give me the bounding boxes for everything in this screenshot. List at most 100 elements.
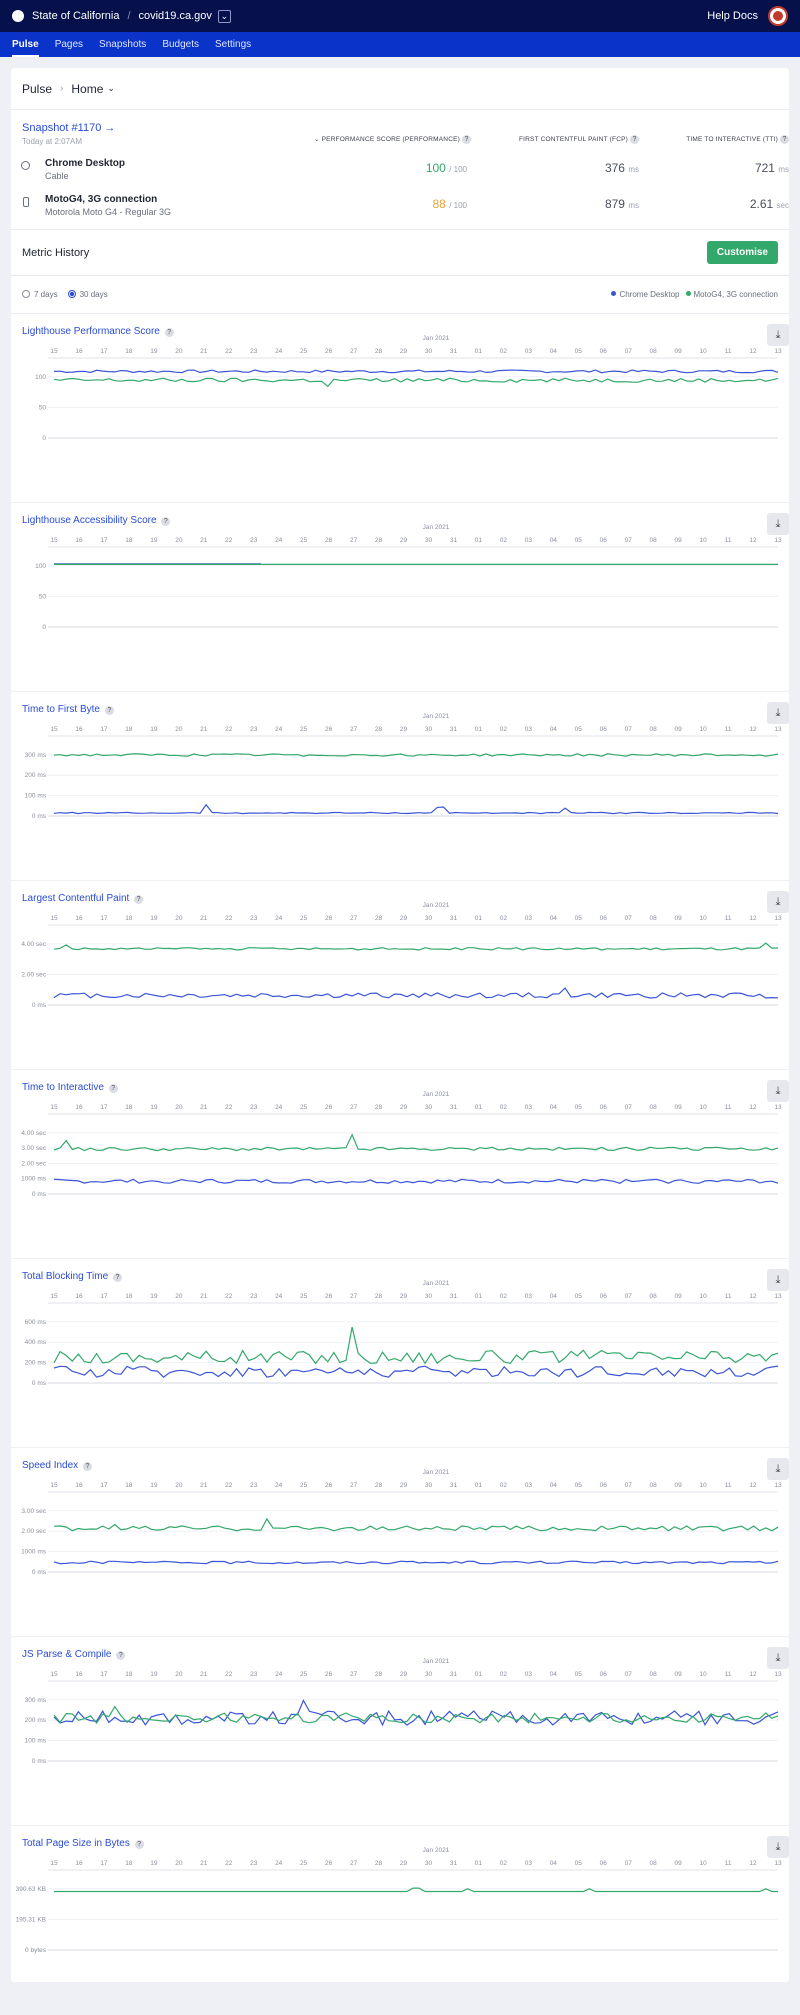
x-tick-label: 07	[625, 537, 633, 544]
help-icon[interactable]: ?	[462, 135, 471, 144]
x-tick-label: 30	[425, 1671, 433, 1678]
download-icon[interactable]: ⤓	[767, 1269, 789, 1291]
breadcrumb-current[interactable]: Home	[71, 81, 104, 96]
help-icon[interactable]: ?	[630, 135, 639, 144]
breadcrumb-root[interactable]: Pulse	[22, 81, 53, 96]
org-name[interactable]: State of California	[32, 10, 120, 22]
download-icon[interactable]: ⤓	[767, 1458, 789, 1480]
chart-title[interactable]: Lighthouse Accessibility Score ?	[22, 515, 171, 526]
y-tick-label: 0 ms	[32, 1191, 47, 1198]
metric-chart: Largest Contentful Paint ? ⤓ Jan 2021 15 16 1…	[11, 881, 789, 1070]
range-30-days[interactable]: 30 days	[67, 290, 108, 299]
x-tick-label: 24	[275, 726, 283, 733]
help-icon[interactable]: ?	[104, 706, 114, 715]
x-tick-label: 19	[150, 1671, 158, 1678]
chart-title[interactable]: Total Page Size in Bytes ?	[22, 1838, 144, 1849]
x-tick-label: 04	[550, 1104, 558, 1111]
chart-svg: Jan 2021 15 16 17 18 19 20 21 22 23 24 25 26 27 28 29 30…	[25, 1658, 782, 1765]
help-icon[interactable]: ?	[108, 1084, 118, 1093]
device-row-moto[interactable]: MotoG4, 3G connection Motorola Moto G4 -…	[11, 194, 789, 224]
x-tick-label: 03	[525, 726, 533, 733]
fcp-header[interactable]: FIRST CONTENTFUL PAINT (FCP)?	[519, 135, 639, 144]
performance-header[interactable]: ⌄ PERFORMANCE SCORE (PERFORMANCE)?	[314, 135, 471, 144]
download-icon[interactable]: ⤓	[767, 702, 789, 724]
y-tick-label: 1000 ms	[21, 1176, 47, 1183]
nav-settings[interactable]: Settings	[215, 39, 252, 50]
chart-title[interactable]: Largest Contentful Paint ?	[22, 893, 144, 904]
help-icon[interactable]: ?	[780, 135, 789, 144]
x-tick-label: 10	[699, 537, 707, 544]
x-tick-label: 06	[600, 348, 608, 355]
x-tick-label: 24	[275, 537, 283, 544]
snapshot-time: Today at 2:07AM	[22, 137, 83, 146]
download-icon[interactable]: ⤓	[767, 891, 789, 913]
nav-pulse[interactable]: Pulse	[12, 32, 39, 57]
breadcrumb-separator: /	[127, 10, 131, 22]
x-tick-label: 19	[150, 1293, 158, 1300]
help-icon[interactable]: ?	[164, 328, 174, 337]
avatar[interactable]	[768, 6, 788, 26]
x-tick-label: 21	[200, 726, 208, 733]
x-tick-label: 26	[325, 537, 333, 544]
x-tick-label: 16	[75, 1104, 83, 1111]
x-tick-label: 02	[500, 1860, 508, 1867]
x-tick-label: 11	[725, 1293, 732, 1300]
x-tick-label: 27	[350, 1860, 358, 1867]
nav-snapshots[interactable]: Snapshots	[99, 39, 147, 50]
legend-dot-icon	[685, 291, 691, 296]
y-tick-label: 0 ms	[32, 813, 47, 820]
x-tick-label: 04	[550, 726, 558, 733]
chart-title[interactable]: Speed Index ?	[22, 1460, 92, 1471]
x-tick-label: 28	[375, 1482, 383, 1489]
help-icon[interactable]: ?	[116, 1651, 126, 1660]
chart-title[interactable]: Time to Interactive ?	[22, 1082, 118, 1093]
x-tick-label: 29	[400, 1104, 408, 1111]
help-docs-link[interactable]: Help Docs	[707, 10, 758, 22]
series-line	[53, 377, 779, 388]
x-tick-label: 20	[175, 1104, 183, 1111]
chart-title[interactable]: JS Parse & Compile ?	[22, 1649, 126, 1660]
customise-button[interactable]: Customise	[706, 241, 778, 264]
x-tick-label: 12	[749, 1482, 757, 1489]
chart-title[interactable]: Time to First Byte ?	[22, 704, 114, 715]
site-switcher-chevron-icon[interactable]: ⌄	[217, 9, 231, 23]
series-line	[53, 369, 779, 374]
x-tick-label: 10	[699, 915, 707, 922]
x-tick-label: 08	[650, 726, 658, 733]
x-tick-label: 07	[625, 915, 633, 922]
site-name[interactable]: covid19.ca.gov	[138, 10, 212, 22]
nav-budgets[interactable]: Budgets	[162, 39, 200, 50]
help-icon[interactable]: ?	[161, 517, 171, 526]
x-tick-label: 12	[749, 1293, 757, 1300]
x-tick-label: 10	[699, 348, 707, 355]
month-label: Jan 2021	[423, 1280, 450, 1287]
org-logo-icon[interactable]	[12, 10, 24, 22]
x-tick-label: 22	[225, 348, 233, 355]
x-tick-label: 21	[200, 915, 208, 922]
x-tick-label: 21	[200, 1860, 208, 1867]
download-icon[interactable]: ⤓	[767, 1647, 789, 1669]
help-icon[interactable]: ?	[82, 1462, 92, 1471]
download-icon[interactable]: ⤓	[767, 1080, 789, 1102]
x-tick-label: 08	[650, 1293, 658, 1300]
tti-header[interactable]: TIME TO INTERACTIVE (TTI)?	[686, 135, 789, 144]
download-icon[interactable]: ⤓	[767, 324, 789, 346]
chart-title[interactable]: Total Blocking Time ?	[22, 1271, 122, 1282]
x-tick-label: 18	[125, 1482, 133, 1489]
download-icon[interactable]: ⤓	[767, 513, 789, 535]
snapshot-link[interactable]: Snapshot #1170 →	[22, 122, 116, 134]
help-icon[interactable]: ?	[112, 1273, 122, 1282]
y-tick-label: 0 ms	[32, 1002, 47, 1009]
range-7-days[interactable]: 7 days	[22, 290, 58, 299]
nav-pages[interactable]: Pages	[54, 39, 84, 50]
x-tick-label: 10	[699, 726, 707, 733]
device-row-chrome[interactable]: Chrome Desktop Cable 100 / 100 376 ms 72…	[11, 158, 789, 188]
chart-title[interactable]: Lighthouse Performance Score ?	[22, 326, 174, 337]
x-tick-label: 15	[50, 1671, 58, 1678]
radio-checked-icon	[67, 290, 76, 298]
x-tick-label: 01	[475, 1104, 483, 1111]
chevron-down-icon[interactable]: ⌄	[107, 83, 115, 93]
help-icon[interactable]: ?	[134, 895, 144, 904]
help-icon[interactable]: ?	[134, 1840, 144, 1849]
download-icon[interactable]: ⤓	[767, 1836, 789, 1858]
